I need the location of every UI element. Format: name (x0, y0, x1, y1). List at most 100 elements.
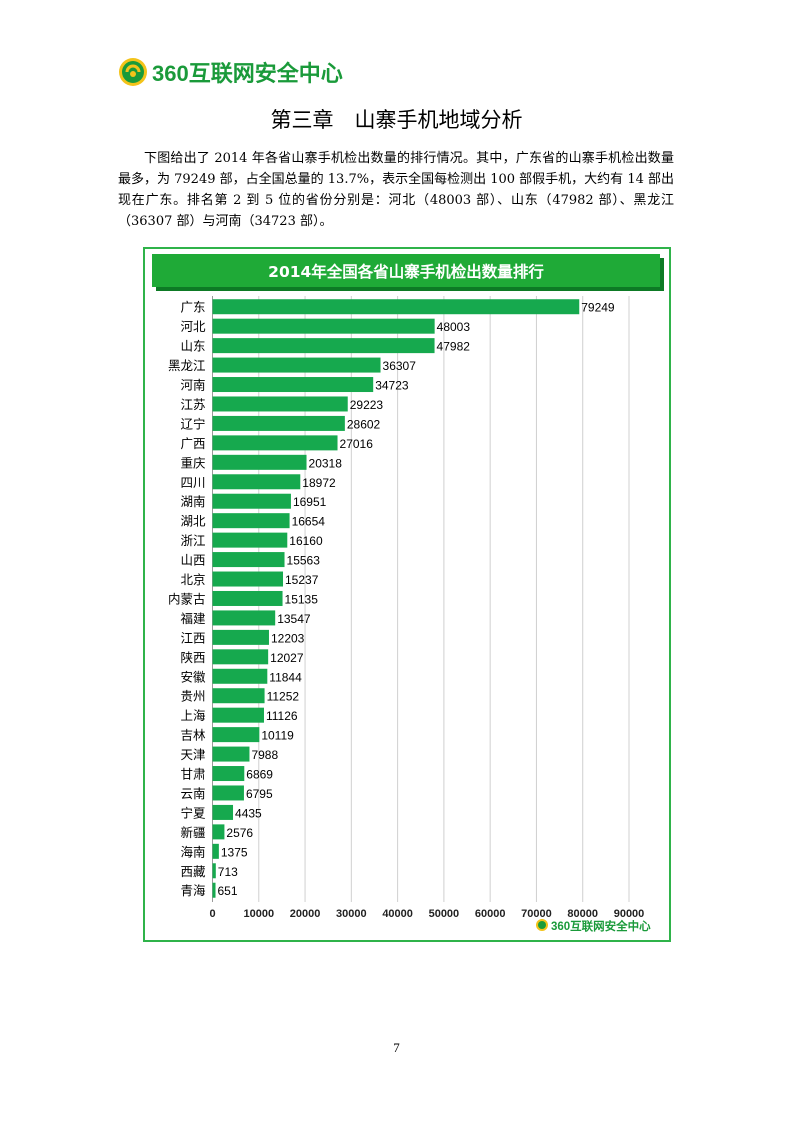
category-label: 河南 (180, 378, 205, 393)
bar (212, 532, 288, 548)
data-label: 15563 (287, 554, 321, 568)
data-label: 713 (218, 865, 238, 879)
bar (212, 668, 268, 684)
data-label: 34723 (375, 379, 409, 393)
data-label: 16951 (293, 495, 327, 509)
category-label: 新疆 (180, 825, 205, 840)
category-label: 湖南 (180, 494, 205, 509)
bar (212, 552, 285, 568)
x-tick-label: 40000 (382, 908, 413, 920)
data-label: 7988 (251, 748, 278, 762)
data-label: 12027 (270, 651, 304, 665)
bar (212, 727, 260, 743)
bar (212, 804, 234, 820)
bar (212, 746, 250, 762)
title-banner (152, 254, 660, 287)
data-label: 651 (218, 884, 238, 898)
data-label: 10119 (261, 729, 294, 743)
category-label: 江西 (180, 630, 205, 645)
bar (212, 415, 345, 431)
data-label: 6795 (246, 787, 273, 801)
category-label: 安徽 (180, 669, 206, 684)
category-label: 浙江 (180, 533, 205, 548)
data-label: 15135 (285, 592, 319, 606)
bar (212, 396, 348, 412)
bar (212, 377, 374, 393)
bar (212, 493, 291, 509)
category-label: 四川 (180, 475, 205, 490)
360-shield-logo-icon (119, 58, 147, 86)
bar (212, 824, 225, 840)
category-label: 内蒙古 (168, 591, 206, 606)
category-label: 青海 (180, 883, 206, 898)
category-label: 山西 (180, 553, 205, 568)
brand-name: 360互联网安全中心 (152, 61, 343, 86)
category-label: 江苏 (180, 397, 205, 412)
category-label: 海南 (180, 844, 205, 859)
bar (212, 299, 580, 315)
category-label: 河北 (180, 319, 206, 334)
category-label: 广西 (180, 436, 205, 451)
data-label: 2576 (226, 826, 253, 840)
category-label: 贵州 (180, 689, 205, 704)
category-label: 西藏 (180, 864, 206, 879)
x-tick-label: 20000 (290, 908, 321, 920)
data-label: 20318 (309, 456, 343, 470)
body-paragraph: 下图给出了 2014 年各省山寨手机检出数量的排行情况。其中，广东省的山寨手机检… (118, 151, 674, 229)
bar (212, 357, 381, 373)
x-tick-label: 90000 (614, 908, 645, 920)
bar (212, 338, 435, 354)
bar (212, 610, 276, 626)
bar (212, 474, 301, 490)
bar (212, 766, 245, 782)
data-label: 4435 (235, 806, 262, 820)
category-label: 福建 (180, 611, 206, 626)
category-label: 湖北 (180, 514, 206, 529)
bar (212, 629, 269, 645)
data-label: 15237 (285, 573, 319, 587)
chart-title: 2014年全国各省山寨手机检出数量排行 (268, 262, 544, 281)
bar (212, 649, 269, 665)
bar (212, 707, 264, 723)
bar (212, 571, 284, 587)
bar (212, 863, 216, 879)
bar (212, 843, 219, 859)
x-tick-label: 30000 (336, 908, 367, 920)
category-label: 云南 (180, 786, 205, 801)
bar (212, 688, 265, 704)
category-label: 山东 (180, 339, 205, 354)
bar (212, 454, 307, 470)
brand-logo: 360互联网安全中心 (118, 56, 343, 88)
category-label: 宁夏 (180, 805, 206, 820)
bar (212, 513, 290, 529)
data-label: 11844 (269, 670, 302, 684)
category-label: 北京 (180, 572, 205, 587)
page-number: 7 (393, 1040, 400, 1055)
bar (212, 318, 435, 334)
data-label: 28602 (347, 417, 381, 431)
category-label: 天津 (180, 747, 205, 762)
data-label: 11126 (266, 709, 298, 723)
bar (212, 590, 283, 606)
data-label: 11252 (267, 690, 300, 704)
data-label: 48003 (437, 320, 471, 334)
data-label: 6869 (246, 768, 273, 782)
bar (212, 785, 244, 801)
category-label: 辽宁 (180, 416, 205, 431)
data-label: 27016 (340, 437, 374, 451)
x-tick-label: 50000 (429, 908, 460, 920)
data-label: 12203 (271, 631, 305, 645)
data-label: 1375 (221, 845, 248, 859)
data-label: 16654 (292, 515, 326, 529)
category-label: 甘肃 (180, 767, 205, 782)
data-label: 47982 (437, 340, 471, 354)
data-label: 16160 (289, 534, 323, 548)
x-tick-label: 0 (209, 908, 215, 920)
data-label: 13547 (277, 612, 311, 626)
footer-brand: 360互联网安全中心 (551, 919, 651, 933)
data-label: 29223 (350, 398, 384, 412)
category-label: 重庆 (180, 455, 206, 470)
data-label: 79249 (581, 301, 615, 315)
category-label: 陕西 (180, 650, 205, 665)
